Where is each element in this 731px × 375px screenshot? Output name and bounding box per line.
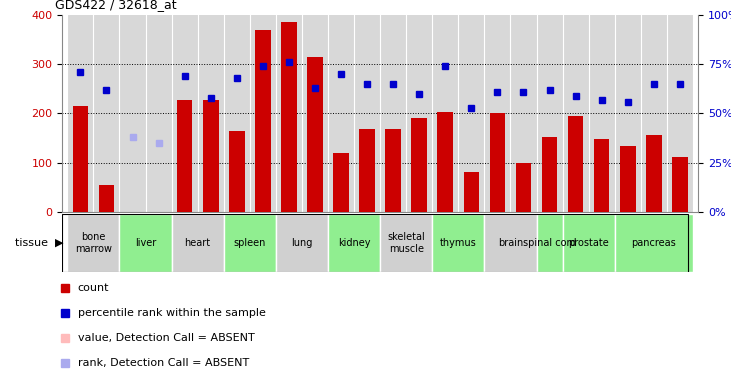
Bar bbox=[333, 153, 349, 212]
Bar bbox=[385, 129, 401, 212]
Bar bbox=[563, 15, 588, 212]
Text: pancreas: pancreas bbox=[632, 238, 676, 248]
Bar bbox=[615, 15, 641, 212]
Bar bbox=[67, 15, 94, 212]
Bar bbox=[276, 15, 302, 212]
Bar bbox=[224, 214, 276, 272]
Text: heart: heart bbox=[185, 238, 211, 248]
Bar bbox=[119, 15, 145, 212]
Bar bbox=[641, 15, 667, 212]
Bar bbox=[510, 15, 537, 212]
Text: lung: lung bbox=[291, 238, 313, 248]
Bar bbox=[672, 157, 688, 212]
Text: skeletal
muscle: skeletal muscle bbox=[387, 232, 425, 254]
Bar bbox=[667, 15, 693, 212]
Bar bbox=[620, 146, 635, 212]
Bar bbox=[328, 214, 380, 272]
Text: spinal cord: spinal cord bbox=[523, 238, 576, 248]
Bar bbox=[615, 214, 693, 272]
Text: percentile rank within the sample: percentile rank within the sample bbox=[77, 308, 265, 318]
Bar bbox=[197, 15, 224, 212]
Bar bbox=[588, 15, 615, 212]
Bar bbox=[145, 15, 172, 212]
Text: spleen: spleen bbox=[234, 238, 266, 248]
Text: rank, Detection Call = ABSENT: rank, Detection Call = ABSENT bbox=[77, 358, 249, 368]
Bar bbox=[172, 214, 224, 272]
Bar bbox=[432, 214, 485, 272]
Bar bbox=[432, 15, 458, 212]
Bar bbox=[250, 15, 276, 212]
Bar bbox=[276, 214, 328, 272]
Bar bbox=[463, 171, 479, 212]
Bar bbox=[406, 15, 432, 212]
Bar bbox=[224, 15, 250, 212]
Bar bbox=[307, 57, 323, 212]
Bar bbox=[172, 15, 197, 212]
Bar bbox=[177, 100, 192, 212]
Text: value, Detection Call = ABSENT: value, Detection Call = ABSENT bbox=[77, 333, 254, 343]
Text: GDS422 / 32618_at: GDS422 / 32618_at bbox=[55, 0, 176, 11]
Bar bbox=[380, 214, 432, 272]
Text: bone
marrow: bone marrow bbox=[75, 232, 112, 254]
Bar bbox=[94, 15, 119, 212]
Bar bbox=[515, 163, 531, 212]
Bar bbox=[119, 214, 172, 272]
Bar bbox=[458, 15, 485, 212]
Bar bbox=[255, 30, 270, 212]
Text: liver: liver bbox=[135, 238, 156, 248]
Text: kidney: kidney bbox=[338, 238, 371, 248]
Bar bbox=[67, 214, 119, 272]
Bar bbox=[359, 129, 375, 212]
Bar bbox=[328, 15, 354, 212]
Bar bbox=[542, 136, 557, 212]
Text: tissue  ▶: tissue ▶ bbox=[15, 238, 63, 248]
Bar bbox=[537, 15, 563, 212]
Text: count: count bbox=[77, 283, 109, 293]
Bar bbox=[72, 106, 88, 212]
Bar bbox=[380, 15, 406, 212]
Bar bbox=[203, 100, 219, 212]
Bar bbox=[537, 214, 563, 272]
Bar bbox=[437, 112, 453, 212]
Bar bbox=[568, 116, 583, 212]
Text: prostate: prostate bbox=[568, 238, 609, 248]
Text: brain: brain bbox=[498, 238, 523, 248]
Bar bbox=[563, 214, 615, 272]
Bar bbox=[594, 139, 610, 212]
Text: thymus: thymus bbox=[440, 238, 477, 248]
Bar bbox=[412, 118, 427, 212]
Bar bbox=[302, 15, 328, 212]
Bar bbox=[281, 22, 297, 212]
Bar bbox=[354, 15, 380, 212]
Bar bbox=[99, 185, 114, 212]
Bar bbox=[485, 214, 537, 272]
Bar bbox=[485, 15, 510, 212]
Bar bbox=[646, 135, 662, 212]
Bar bbox=[490, 113, 505, 212]
Bar bbox=[229, 130, 245, 212]
